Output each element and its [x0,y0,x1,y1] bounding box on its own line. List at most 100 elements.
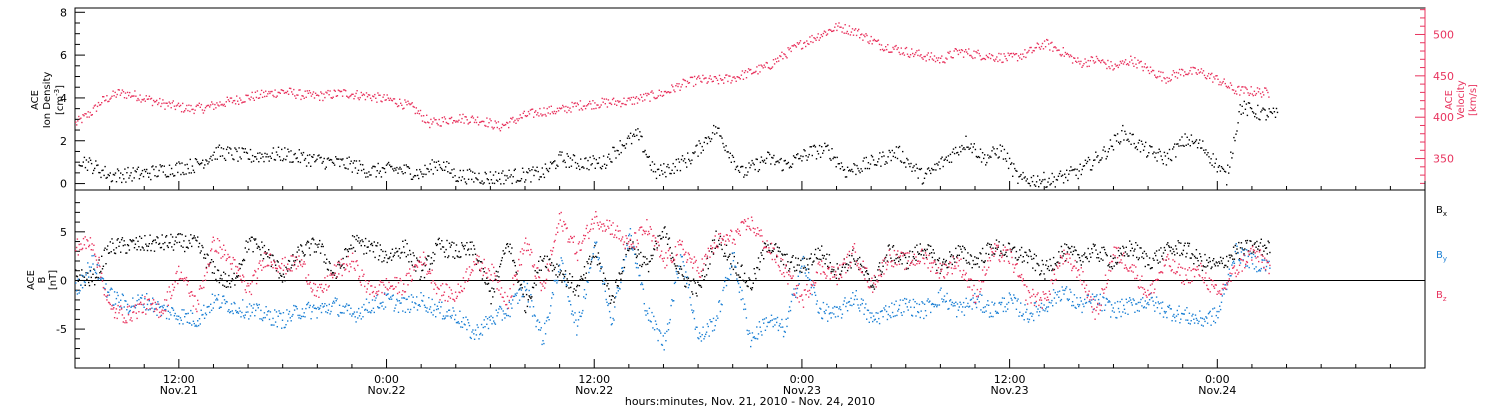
velocity-point [999,59,1001,61]
bx-point [170,233,172,236]
by-point [472,329,474,331]
by-point [854,295,857,297]
density-point [863,157,865,159]
density-point [1076,168,1078,171]
bx-point [189,242,191,244]
velocity-point [1031,51,1033,54]
bx-point [905,268,908,270]
bx-point [222,284,224,286]
velocity-point [147,98,150,100]
bx-point [997,246,999,248]
by-point [479,333,481,336]
density-point [170,167,173,170]
by-point [316,317,318,319]
bx-point [99,272,101,274]
bx-point [614,297,616,299]
by-point [891,311,894,314]
by-point [149,308,151,311]
bx-point [1254,242,1256,244]
density-point [1055,178,1058,181]
velocity-point [983,57,986,60]
bx-point [948,263,950,265]
density-point [856,164,858,167]
bx-point [138,246,140,248]
by-point [377,307,380,309]
density-point [946,159,948,162]
by-point [163,304,165,307]
by-point [847,301,850,303]
by-point [820,308,822,310]
density-point [1132,133,1134,136]
bx-point [808,268,810,270]
by-point [422,300,424,302]
velocity-point [757,73,759,75]
bx-point [262,258,265,260]
velocity-point [1079,63,1081,65]
by-point [810,286,812,289]
density-point [190,172,192,174]
velocity-point [112,90,114,92]
by-point [213,301,215,304]
velocity-point [1007,52,1009,54]
density-point [811,154,813,157]
by-point [966,305,968,307]
by-point [631,248,633,250]
velocity-point [825,34,828,36]
velocity-point [544,113,546,116]
velocity-point [490,120,492,122]
bx-point [88,281,90,284]
velocity-point [1053,46,1055,49]
by-point [883,307,885,309]
bx-point [902,252,904,254]
by-point [817,311,819,313]
density-point [1133,142,1135,145]
by-point [313,307,316,309]
bx-point [151,243,153,245]
velocity-point [755,70,757,73]
bx-point [126,244,129,246]
density-point [760,156,763,158]
velocity-point [1057,49,1059,51]
bx-point [372,251,375,253]
velocity-point [521,117,523,119]
density-point [551,163,553,165]
velocity-point [137,97,139,100]
density-point [153,168,155,171]
by-point [795,296,797,298]
bx-point [1266,253,1268,255]
by-point [727,278,729,280]
by-point [310,318,312,320]
bx-point [77,280,79,282]
by-point [221,302,223,304]
by-point [578,311,581,313]
bx-point [749,278,751,281]
velocity-point [314,92,317,94]
by-point [531,300,533,302]
bx-point [433,260,435,262]
by-point [513,295,516,297]
bx-point [1224,264,1226,267]
density-point [656,168,659,171]
by-point [93,254,95,257]
by-point [317,306,319,309]
density-point [670,172,672,175]
velocity-point [1044,46,1047,48]
velocity-point [653,96,655,99]
velocity-point [175,105,178,107]
by-point [813,286,815,289]
bx-point [710,247,712,250]
velocity-point [817,33,819,35]
bx-point [1205,266,1207,268]
by-point [223,299,226,301]
bx-point [962,245,964,247]
velocity-point [635,96,638,98]
density-point [718,127,720,129]
by-point [805,275,807,277]
velocity-point [978,52,980,55]
by-point [146,293,148,295]
bx-point [787,261,789,263]
by-point [94,269,96,271]
velocity-point [438,118,440,121]
bx-point [691,291,693,293]
bx-point [885,254,888,256]
